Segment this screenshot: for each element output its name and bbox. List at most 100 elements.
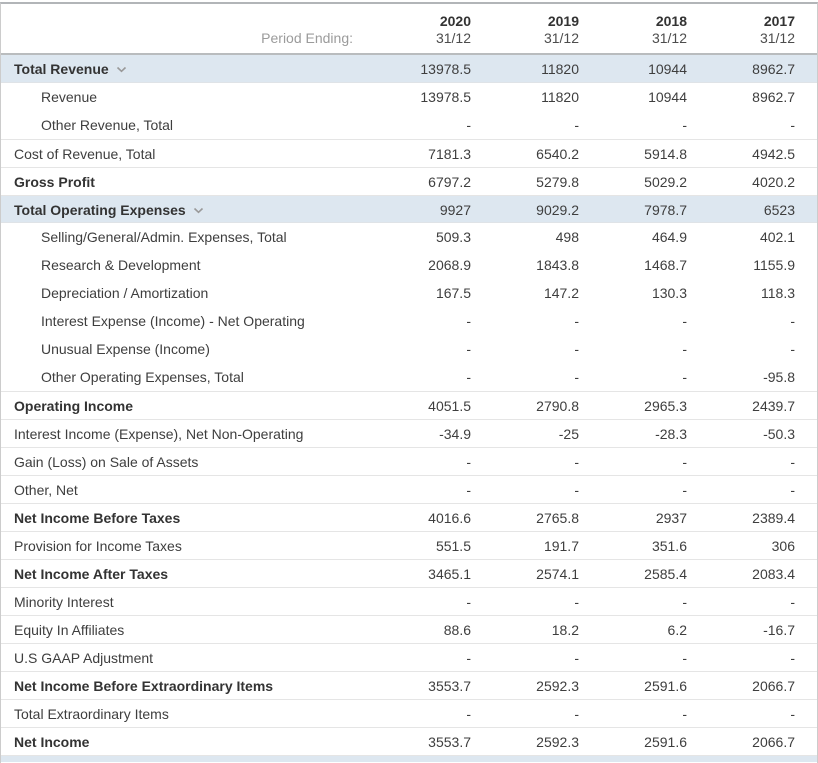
column-header-year-3: 2018 31/12 (583, 13, 691, 47)
table-row: Other Revenue, Total - - - - (1, 111, 817, 139)
next-section-row-partial (1, 755, 817, 762)
value-cell: 2066.7 (752, 734, 795, 750)
value-cell: - (790, 706, 795, 722)
table-row: Gain (Loss) on Sale of Assets - - - - (1, 447, 817, 475)
value-cell: 9029.2 (536, 202, 579, 218)
value-cell: 5279.8 (536, 174, 579, 190)
value-cell: 4016.6 (428, 510, 471, 526)
value-cell: 4942.5 (752, 146, 795, 162)
value-cell: - (790, 454, 795, 470)
row-label: Total Revenue (14, 61, 109, 77)
column-year: 2018 (655, 13, 687, 29)
value-cell: 498 (555, 229, 579, 245)
row-label-cell: U.S GAAP Adjustment (1, 644, 367, 671)
row-label: Gain (Loss) on Sale of Assets (14, 454, 199, 470)
value-cell: 6540.2 (536, 146, 579, 162)
column-header-year-2: 2019 31/12 (475, 13, 583, 47)
value-cell: 2765.8 (536, 510, 579, 526)
table-row: Provision for Income Taxes 551.5 191.7 3… (1, 531, 817, 559)
row-label-cell: Cost of Revenue, Total (1, 140, 367, 167)
value-cell: 13978.5 (420, 89, 471, 105)
chevron-down-icon[interactable] (193, 196, 204, 222)
table-row: Net Income 3553.7 2592.3 2591.6 2066.7 (1, 727, 817, 755)
table-row[interactable]: Total Operating Expenses 9927 9029.2 797… (1, 195, 817, 223)
value-cell: 3553.7 (428, 734, 471, 750)
value-cell: 2439.7 (752, 398, 795, 414)
value-cell: - (574, 369, 579, 385)
row-label: Other, Net (14, 482, 78, 498)
row-label: Provision for Income Taxes (14, 538, 182, 554)
value-cell: - (682, 369, 687, 385)
value-cell: 6797.2 (428, 174, 471, 190)
table-row: Gross Profit 6797.2 5279.8 5029.2 4020.2 (1, 167, 817, 195)
value-cell: 2083.4 (752, 566, 795, 582)
value-cell: 8962.7 (752, 89, 795, 105)
table-row: Total Extraordinary Items - - - - (1, 699, 817, 727)
column-header-year-1: 2020 31/12 (367, 13, 475, 47)
value-cell: - (682, 482, 687, 498)
value-cell: -95.8 (763, 369, 795, 385)
row-label-cell: Total Revenue (1, 55, 367, 82)
value-cell: - (466, 706, 471, 722)
row-label-cell: Gain (Loss) on Sale of Assets (1, 448, 367, 475)
value-cell: 464.9 (651, 229, 687, 245)
table-row: Research & Development 2068.9 1843.8 146… (1, 251, 817, 279)
value-cell: - (574, 594, 579, 610)
value-cell: 2066.7 (752, 678, 795, 694)
row-label-cell: Operating Income (1, 392, 367, 419)
value-cell: - (682, 313, 687, 329)
column-date: 31/12 (543, 30, 579, 46)
table-row[interactable]: Total Revenue 13978.5 11820 10944 8962.7 (1, 55, 817, 83)
value-cell: -50.3 (763, 426, 795, 442)
value-cell: - (682, 117, 687, 133)
value-cell: - (790, 341, 795, 357)
column-header-year-4: 2017 31/12 (691, 13, 799, 47)
value-cell: - (466, 454, 471, 470)
value-cell: 191.7 (543, 538, 579, 554)
row-label: Cost of Revenue, Total (14, 146, 156, 162)
row-label-cell: Net Income After Taxes (1, 560, 367, 587)
value-cell: - (682, 594, 687, 610)
table-row: Revenue 13978.5 11820 10944 8962.7 (1, 83, 817, 111)
row-label: Other Operating Expenses, Total (41, 369, 244, 385)
row-label: Net Income Before Taxes (14, 510, 181, 526)
value-cell: - (682, 650, 687, 666)
row-label-cell: Other Revenue, Total (1, 111, 367, 139)
value-cell: -25 (558, 426, 579, 442)
table-row: U.S GAAP Adjustment - - - - (1, 643, 817, 671)
value-cell: - (574, 650, 579, 666)
row-label: Net Income (14, 734, 90, 750)
value-cell: 1155.9 (753, 257, 795, 273)
row-label: Depreciation / Amortization (41, 285, 209, 301)
row-label-cell: Net Income Before Taxes (1, 504, 367, 531)
value-cell: - (466, 650, 471, 666)
value-cell: 118.3 (761, 285, 795, 301)
table-body: Total Revenue 13978.5 11820 10944 8962.7… (1, 55, 817, 755)
table-row: Selling/General/Admin. Expenses, Total 5… (1, 223, 817, 251)
row-label-cell: Interest Expense (Income) - Net Operatin… (1, 307, 367, 335)
row-label: U.S GAAP Adjustment (14, 650, 154, 666)
table-row: Equity In Affiliates 88.6 18.2 6.2 -16.7 (1, 615, 817, 643)
row-label-cell: Other Operating Expenses, Total (1, 363, 367, 391)
value-cell: 7978.7 (644, 202, 687, 218)
value-cell: 1468.7 (644, 257, 687, 273)
row-label-cell: Gross Profit (1, 168, 367, 195)
value-cell: 2574.1 (536, 566, 579, 582)
value-cell: 509.3 (435, 229, 471, 245)
table-row: Net Income Before Taxes 4016.6 2765.8 29… (1, 503, 817, 531)
table-row: Net Income After Taxes 3465.1 2574.1 258… (1, 559, 817, 587)
chevron-down-icon[interactable] (116, 55, 127, 82)
value-cell: - (574, 313, 579, 329)
value-cell: 10944 (648, 61, 687, 77)
row-label: Other Revenue, Total (41, 117, 174, 133)
value-cell: 306 (771, 538, 795, 554)
table-row: Unusual Expense (Income) - - - - (1, 335, 817, 363)
row-label: Net Income After Taxes (14, 566, 169, 582)
value-cell: 2591.6 (644, 734, 687, 750)
value-cell: - (466, 482, 471, 498)
value-cell: - (466, 369, 471, 385)
table-row: Depreciation / Amortization 167.5 147.2 … (1, 279, 817, 307)
value-cell: 402.1 (759, 229, 795, 245)
row-label-cell: Unusual Expense (Income) (1, 335, 367, 363)
